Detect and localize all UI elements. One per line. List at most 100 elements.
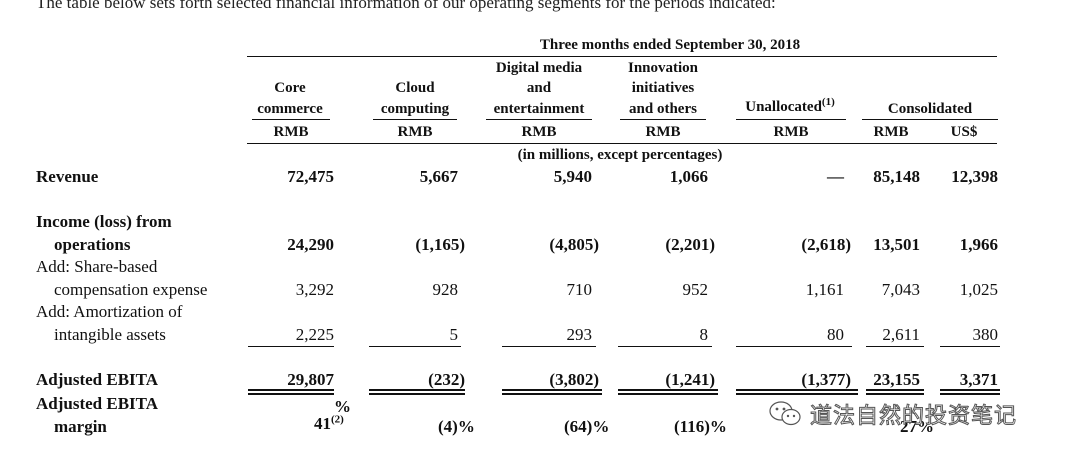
income-consolidated-usd: 1,966 [959,235,998,254]
row-label-margin-2: margin [54,417,107,436]
revenue-core: 72,475 [287,167,334,186]
total-rule-consolidated-rmb-2 [866,393,924,395]
total-rule-innov [618,389,718,391]
income-cloud: (1,165) [415,235,465,254]
subtotal-rule-consolidated-usd [940,346,1000,347]
total-rule-consolidated-usd-2 [940,393,1000,395]
col-cloud-rule [373,119,457,120]
col-digital-line1: Digital media [495,60,583,76]
total-rule-digital-2 [502,393,602,395]
margin-core-pct: % [334,397,351,416]
income-innov: (2,201) [665,235,715,254]
sbc-core: 3,292 [295,280,334,299]
col-unallocated-rule [736,119,846,120]
wechat-icon [769,401,801,426]
margin-core-value: 41 [314,414,331,433]
sbc-digital: 710 [566,280,593,299]
row-label-amort-1: Add: Amortization of [36,302,183,321]
revenue-unallocated: — [827,167,844,186]
revenue-digital: 5,940 [553,167,592,186]
col-innov-line3: and others [629,101,697,117]
ebita-cloud: (232) [428,370,465,389]
sbc-unallocated: 1,161 [805,280,844,299]
row-label-sbc-2: compensation expense [54,280,208,299]
total-rule-consolidated-rmb [866,389,924,391]
currency-core: RMB [273,124,309,140]
row-label-sbc-1: Add: Share-based [36,257,158,276]
revenue-cloud: 5,667 [419,167,458,186]
currency-digital: RMB [521,124,557,140]
col-innov-line2: initiatives [631,80,695,96]
subtotal-rule-core [248,346,334,347]
currency-unallocated: RMB [773,124,809,140]
income-core: 24,290 [287,235,334,254]
sbc-consolidated-usd: 1,025 [959,280,998,299]
col-unallocated: Unallocated(1) [734,97,846,115]
revenue-innov: 1,066 [669,167,708,186]
amort-cloud: 5 [449,325,459,344]
col-core-line1: Core [274,80,306,96]
sbc-cloud: 928 [432,280,459,299]
total-rule-core-2 [248,393,334,395]
col-digital-rule [486,119,592,120]
currency-innov: RMB [645,124,681,140]
units-note: (in millions, except percentages) [517,147,723,163]
total-rule-unallocated [736,389,858,391]
col-consolidated-rule [862,119,998,120]
col-unallocated-note: (1) [821,96,835,108]
amort-consolidated-usd: 380 [972,325,999,344]
currency-consolidated-rmb: RMB [873,124,909,140]
amort-innov: 8 [699,325,709,344]
col-innov-line1: Innovation [627,60,699,76]
total-rule-consolidated-usd [940,389,1000,391]
watermark: 道法自然的投资笔记 [768,398,1017,430]
amort-unallocated: 80 [827,325,844,344]
income-unallocated: (2,618) [801,235,851,254]
total-rule-innov-2 [618,393,718,395]
margin-innov: (116)% [674,417,727,436]
sbc-innov: 952 [682,280,709,299]
amort-core: 2,225 [295,325,334,344]
total-rule-unallocated-2 [736,393,858,395]
revenue-consolidated-usd: 12,398 [951,167,998,186]
sbc-consolidated-rmb: 7,043 [881,280,920,299]
row-label-income-1: Income (loss) from [36,212,172,231]
margin-cloud: (4)% [438,417,475,436]
subtotal-rule-cloud [369,346,461,347]
row-label-income-2: operations [54,235,131,254]
margin-core: 41(2) [314,413,344,433]
total-rule-core [248,389,334,391]
amort-digital: 293 [566,325,593,344]
total-rule-cloud-2 [369,393,465,395]
total-rule-digital [502,389,602,391]
ebita-innov: (1,241) [665,370,715,389]
currency-rule [247,143,997,144]
watermark-text: 道法自然的投资笔记 [809,404,1018,430]
subtotal-rule-digital [502,346,596,347]
col-cloud-line1: Cloud [395,80,435,96]
subtotal-rule-innov [618,346,712,347]
ebita-unallocated: (1,377) [801,370,851,389]
margin-consolidated: 27% [900,417,934,436]
period-header: Three months ended September 30, 2018 [539,37,801,53]
col-unallocated-label: Unallocated [745,99,822,115]
amort-consolidated-rmb: 2,611 [882,325,920,344]
col-core-rule [252,119,330,120]
subtotal-rule-consolidated-rmb [866,346,924,347]
row-label-amort-2: intangible assets [54,325,166,344]
col-digital-line2: and [526,80,552,96]
income-consolidated-rmb: 13,501 [873,235,920,254]
col-core-line2: commerce [257,101,323,117]
ebita-consolidated-usd: 3,371 [959,370,998,389]
col-consolidated: Consolidated [887,101,973,117]
subtotal-rule-unallocated [736,346,852,347]
row-label-revenue: Revenue [36,167,99,186]
col-innov-rule [620,119,706,120]
currency-consolidated-usd: US$ [950,124,978,140]
margin-core-note: (2) [331,413,344,426]
income-digital: (4,805) [549,235,599,254]
currency-cloud: RMB [397,124,433,140]
col-cloud-line2: computing [380,101,450,117]
revenue-consolidated-rmb: 85,148 [873,167,920,186]
period-rule [247,56,997,57]
